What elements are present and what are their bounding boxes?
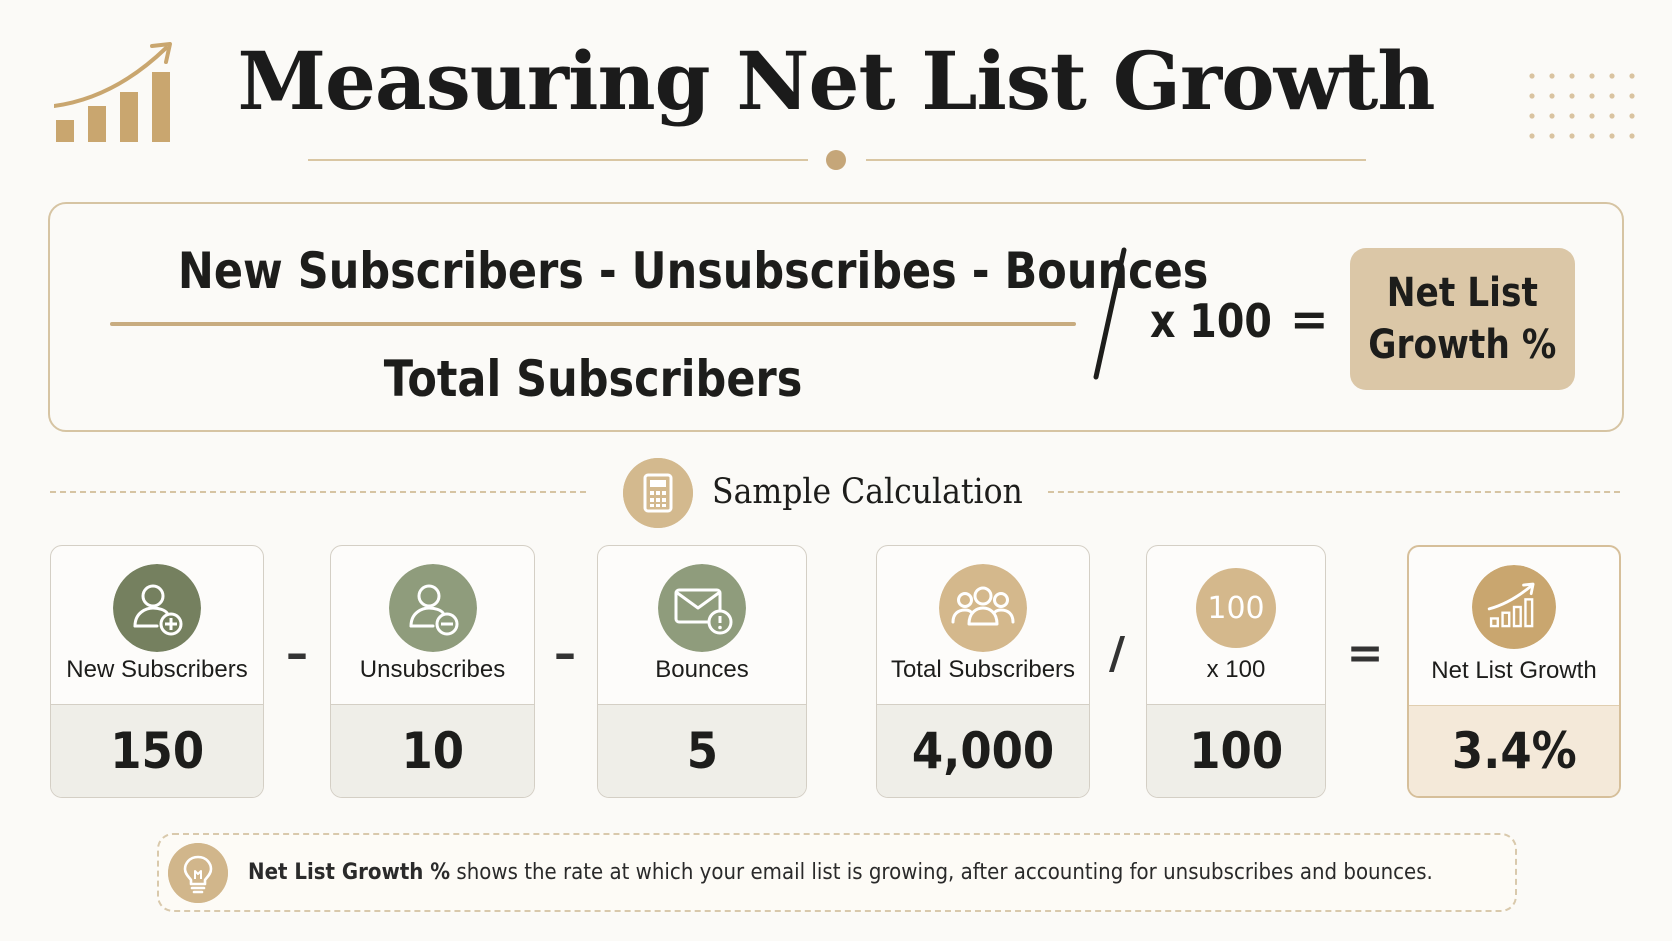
growth-chart-icon [54, 42, 172, 142]
card-label: Total Subscribers [890, 656, 1076, 683]
formula-numerator: New Subscribers - Unsubscribes - Bounces [177, 242, 1209, 300]
card-value: 100 [1189, 722, 1283, 780]
division-slash [1093, 247, 1127, 380]
divide-operator: / [1108, 628, 1126, 679]
note-box [157, 833, 1517, 912]
page-title: Measuring Net List Growth [237, 34, 1435, 128]
card-multiplier: 100 x 100 100 [1146, 545, 1326, 798]
note-text: Net List Growth % shows the rate at whic… [248, 860, 1433, 885]
card-value: 3.4% [1451, 722, 1577, 780]
lightbulb-icon [168, 843, 228, 903]
card-value: 10 [401, 722, 464, 780]
card-total-subscribers: Total Subscribers 4,000 [876, 545, 1090, 798]
mail-alert-icon [658, 564, 746, 652]
card-net-list-growth: Net List Growth 3.4% [1407, 545, 1621, 798]
card-value: 5 [686, 722, 718, 780]
sample-calculation-title: Sample Calculation [712, 472, 1023, 512]
formula-multiplier: x 100 [1150, 294, 1272, 348]
card-label: New Subscribers [66, 656, 248, 683]
growth-chart-icon [1472, 565, 1556, 649]
note-term: Net List Growth % [248, 860, 451, 885]
note-description: shows the rate at which your email list … [450, 860, 1433, 885]
title-divider-right [866, 159, 1366, 161]
formula-denominator: Total Subscribers [383, 350, 803, 408]
card-new-subscribers: New Subscribers 150 [50, 545, 264, 798]
card-label: x 100 [1206, 656, 1266, 683]
card-label: Unsubscribes [359, 656, 506, 683]
formula-result-badge: Net List Growth % [1350, 248, 1575, 390]
card-label: Net List Growth [1431, 657, 1597, 684]
card-value: 4,000 [911, 722, 1055, 780]
user-plus-icon [113, 564, 201, 652]
card-value: 150 [110, 722, 204, 780]
minus-operator: – [286, 628, 308, 679]
sample-divider-right [1048, 491, 1620, 493]
formula-equals: = [1290, 292, 1329, 346]
hundred-badge-icon: 100 [1196, 568, 1276, 648]
minus-operator: – [554, 628, 576, 679]
card-bounces: Bounces 5 [597, 545, 807, 798]
title-divider-dot [826, 150, 846, 170]
user-minus-icon [388, 564, 477, 652]
card-unsubscribes: Unsubscribes 10 [330, 545, 535, 798]
decorative-dot-grid [1529, 73, 1635, 139]
equals-operator: = [1346, 628, 1384, 679]
sample-divider-left [50, 491, 586, 493]
title-divider-left [308, 159, 808, 161]
users-group-icon [939, 564, 1027, 652]
formula-result-label: Net List Growth % [1368, 270, 1557, 368]
card-label: Bounces [655, 656, 749, 683]
calculator-icon [623, 458, 693, 528]
fraction-bar [110, 322, 1076, 326]
